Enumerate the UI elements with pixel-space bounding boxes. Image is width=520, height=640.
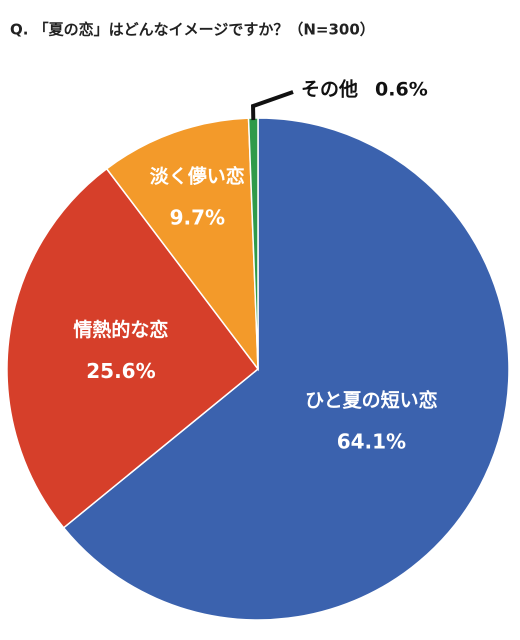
- slice-label: 情熱的な恋: [73, 318, 168, 341]
- pie-slice: [105, 117, 259, 372]
- value-label: 0.6%: [375, 79, 428, 101]
- slice-label: 淡く儚い恋: [150, 164, 245, 187]
- value-label: 64.1%: [337, 429, 406, 453]
- value-label: 25.6%: [86, 359, 155, 383]
- value-label: 9.7%: [170, 205, 225, 229]
- pie-slice: [62, 117, 510, 621]
- slice-label: その他: [301, 78, 358, 101]
- chart-title: Q. 「夏の恋」はどんなイメージですか？（N=300）: [10, 21, 375, 39]
- slice-label: ひと夏の短い恋: [305, 388, 437, 411]
- pie-slice: [6, 167, 260, 529]
- leader-line: [251, 90, 294, 121]
